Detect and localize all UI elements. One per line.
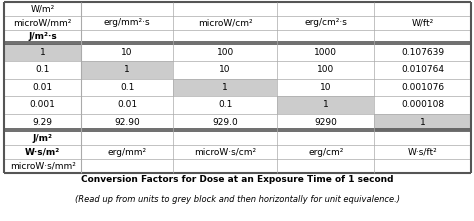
Text: 100: 100: [317, 65, 334, 74]
Text: erg/cm²·s: erg/cm²·s: [304, 18, 347, 27]
Text: 0.010764: 0.010764: [401, 65, 444, 74]
Text: erg/mm²: erg/mm²: [108, 148, 146, 157]
Text: 92.90: 92.90: [114, 118, 140, 127]
Text: 1: 1: [323, 100, 328, 109]
Bar: [81, 61, 173, 79]
Text: J/m²·s: J/m²·s: [28, 32, 57, 41]
Text: 0.1: 0.1: [120, 83, 134, 92]
Text: 1000: 1000: [314, 48, 337, 57]
Bar: [277, 96, 374, 114]
Text: 100: 100: [217, 48, 234, 57]
Text: 9290: 9290: [314, 118, 337, 127]
Text: 0.01: 0.01: [33, 83, 53, 92]
Text: 0.001: 0.001: [30, 100, 55, 109]
Text: 0.1: 0.1: [218, 100, 232, 109]
Text: Conversion Factors for Dose at an Exposure Time of 1 second: Conversion Factors for Dose at an Exposu…: [82, 175, 394, 184]
Text: 0.01: 0.01: [117, 100, 137, 109]
Text: 1: 1: [40, 48, 46, 57]
Text: W·s/m²: W·s/m²: [25, 148, 60, 157]
Text: erg/cm²: erg/cm²: [308, 148, 343, 157]
Text: W/ft²: W/ft²: [411, 18, 434, 27]
Text: microW/mm²: microW/mm²: [13, 18, 72, 27]
Text: microW·s/mm²: microW·s/mm²: [9, 162, 75, 171]
Text: 10: 10: [121, 48, 133, 57]
Text: 1: 1: [222, 83, 228, 92]
Text: 10: 10: [219, 65, 231, 74]
Text: (Read up from units to grey block and then horizontally for unit equivalence.): (Read up from units to grey block and th…: [75, 195, 400, 204]
Text: 0.001076: 0.001076: [401, 83, 444, 92]
Text: 0.000108: 0.000108: [401, 100, 444, 109]
Bar: [4, 44, 81, 61]
Text: 10: 10: [320, 83, 331, 92]
Text: 1: 1: [419, 118, 425, 127]
Text: microW·s/cm²: microW·s/cm²: [194, 148, 256, 157]
Text: microW/cm²: microW/cm²: [198, 18, 253, 27]
Text: 929.0: 929.0: [212, 118, 238, 127]
Text: J/m²: J/m²: [33, 134, 53, 143]
Text: 1: 1: [124, 65, 130, 74]
Bar: [374, 114, 471, 131]
Text: W·s/ft²: W·s/ft²: [408, 148, 438, 157]
Text: W/m²: W/m²: [30, 4, 55, 13]
Text: 9.29: 9.29: [33, 118, 53, 127]
Text: 0.1: 0.1: [36, 65, 50, 74]
Bar: [173, 79, 277, 96]
Text: 0.107639: 0.107639: [401, 48, 444, 57]
Text: erg/mm²·s: erg/mm²·s: [104, 18, 150, 27]
